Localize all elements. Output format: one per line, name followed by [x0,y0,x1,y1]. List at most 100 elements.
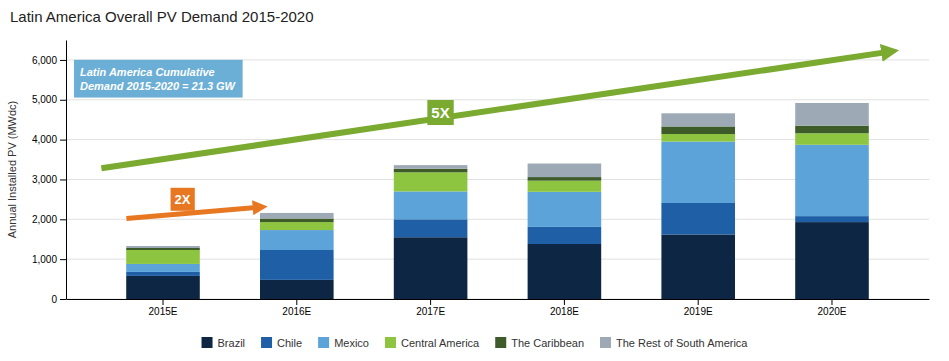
bar [661,113,735,126]
tick-label: 2020E [818,306,847,317]
tick-label: 2016E [282,306,311,317]
legend-swatch [202,337,213,348]
bar [528,192,602,227]
tick-label: 4,000 [32,134,57,145]
annotation: 5X [427,100,453,125]
tick-mark [60,219,66,220]
series [126,126,869,250]
tick-label: 1,000 [32,254,57,265]
bar [394,237,468,299]
annotation-box [74,60,243,98]
bar [394,169,468,173]
tick-label: 2019E [684,306,713,317]
title: Latin America Overall PV Demand 2015-202… [10,8,314,25]
legend-label: The Caribbean [511,337,584,349]
bar [260,250,334,280]
annotations: 5X 2X Latin America CumulativeDemand 2015-… [74,52,890,219]
tick-mark [60,100,66,101]
bar [528,181,602,192]
tick-label: 2,000 [32,214,57,225]
legend-label: The Rest of South America [616,337,748,349]
legend-label: Brazil [218,337,246,349]
tick: 3,000 [32,174,66,185]
bar [795,216,869,222]
series [126,203,869,280]
annotation-text: 2X [175,192,191,207]
annotation: 2X [171,188,195,211]
tick: 2017E [416,299,445,317]
legend-swatch [495,337,506,348]
annotation: Latin America CumulativeDemand 2015-2020… [74,60,243,98]
bar [528,177,602,181]
bar [260,222,334,230]
bar [528,244,602,299]
tick-label: 2015E [149,306,178,317]
tick-mark [60,140,66,141]
bar [394,172,468,191]
bar [126,248,200,250]
tick: 2019E [684,299,713,317]
tick-label: 2018E [550,306,579,317]
bar [661,203,735,234]
legend-label: Chile [277,337,302,349]
legend-swatch [261,337,272,348]
bar [126,250,200,264]
bar [661,142,735,203]
tick-mark [564,299,565,305]
tick-mark [430,299,431,305]
y-axis-title: Annual Installed PV (MWdc) [6,101,18,239]
tick-label: 5,000 [32,94,57,105]
bars [126,103,869,299]
tick-mark [60,259,66,260]
legend-item: Brazil [202,337,246,349]
tick-mark [698,299,699,305]
tick: 2018E [550,299,579,317]
annotation-box [427,100,453,125]
legend-item: Chile [261,337,302,349]
tick: 5,000 [32,94,66,105]
bar [260,280,334,299]
tick: 2,000 [32,214,66,225]
annotation-text: Latin America CumulativeDemand 2015-2020… [80,66,237,92]
bar [528,227,602,244]
bar [394,219,468,237]
bar [795,222,869,299]
annotation-box [171,188,195,211]
grid [66,60,929,299]
legend-item: Central America [385,337,480,349]
axis-line [66,41,67,300]
tick-mark [60,60,66,61]
bar [528,164,602,178]
plot: 0 1,000 2,000 3,000 4,000 5,000 6,000 2015E 2016… [32,41,930,318]
legend-item: The Rest of South America [600,337,748,349]
tick-mark [60,299,66,300]
series [126,222,869,299]
bar [795,133,869,145]
tick: 6,000 [32,55,66,66]
tick-mark [296,299,297,305]
tick-label: 0 [51,294,57,305]
annotation-text: 5X [431,104,449,121]
tick-mark [60,179,66,180]
chart: Latin America Overall PV Demand 2015-202… [0,0,949,361]
tick: 2020E [818,299,847,317]
bar [260,219,334,223]
tick-label: 2017E [416,306,445,317]
bar [394,165,468,169]
bar [795,126,869,134]
x-axis: 2015E 2016E 2017E 2018E 2019E 2020E [67,299,930,317]
legend-item: The Caribbean [495,337,584,349]
legend-swatch [600,337,611,348]
bar [661,126,735,134]
legend: Brazil Chile Mexico Central America The Cari… [202,337,749,349]
tick: 4,000 [32,134,66,145]
tick-mark [163,299,164,305]
bar [260,213,334,219]
legend-item: Mexico [318,337,369,349]
legend-swatch [385,337,396,348]
axis-line [67,299,930,300]
bar [126,276,200,299]
tick-label: 3,000 [32,174,57,185]
y-axis: 0 1,000 2,000 3,000 4,000 5,000 6,000 [32,41,67,305]
bar [126,246,200,248]
